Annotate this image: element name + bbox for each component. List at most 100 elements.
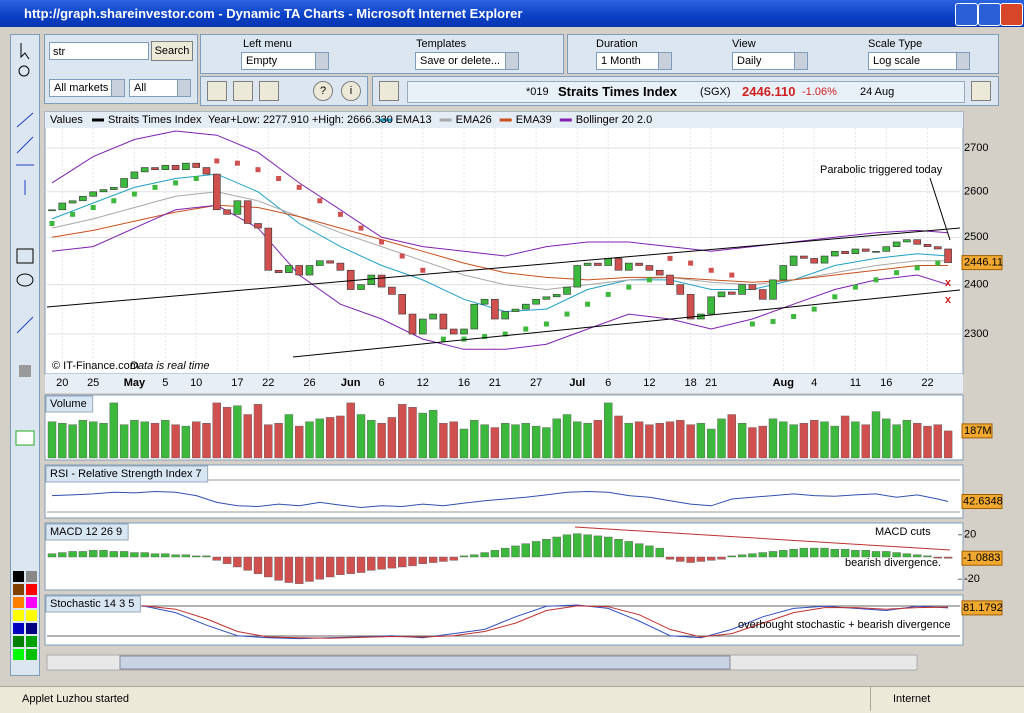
menu-select[interactable]: Empty [241,52,329,70]
help-button[interactable]: ? [313,81,333,101]
email-button[interactable] [259,81,279,101]
x-tick-label: 5 [162,377,168,389]
swatch[interactable] [26,610,37,621]
y-tick-label: 2500 [964,231,988,243]
market-select[interactable]: All markets [49,79,125,97]
swatch[interactable] [26,636,37,647]
next-chart-button[interactable] [971,81,991,101]
bar [562,414,572,459]
candle [388,286,396,295]
scroll-thumb[interactable] [119,655,731,670]
swatch[interactable] [13,597,24,608]
legend-label: EMA39 [516,114,552,126]
bar [202,555,211,558]
panel-title-box [45,595,141,613]
swatch[interactable] [26,649,37,660]
swatch[interactable] [13,636,24,647]
indicator-tool[interactable] [15,430,35,446]
candle [769,279,777,300]
swatch[interactable] [13,610,24,621]
menu-select[interactable]: Save or delete... [415,52,519,70]
sar-dot [420,267,426,273]
zoom-tool[interactable] [18,65,30,77]
bar [779,550,788,558]
candle [398,294,407,315]
menu-label: Templates [416,38,467,50]
channel-tool[interactable] [16,316,34,334]
text-tool[interactable] [16,248,34,264]
bar [47,553,57,558]
candle [120,178,128,188]
swatch[interactable] [13,584,24,595]
bar [737,423,747,459]
bar [892,424,901,459]
bar [150,553,160,558]
x-tick-label: 12 [643,377,655,389]
sar-dot [482,334,488,340]
bar [758,552,767,558]
menu-select[interactable]: Log scale [868,52,970,70]
bar [768,551,778,558]
candle [594,262,602,266]
line-tool[interactable] [16,136,34,154]
sar-dot [399,253,405,259]
x-tick-label: 25 [87,377,99,389]
candle [79,195,87,202]
candle [800,255,808,259]
candle [48,209,56,212]
delete-tool[interactable] [19,365,31,377]
line-tool[interactable] [16,112,34,128]
candle [58,202,67,211]
close-button[interactable] [1000,3,1023,26]
bar [552,536,561,558]
swatch[interactable] [13,649,24,660]
bar [676,420,685,459]
candle [882,246,891,252]
bar [871,551,881,558]
pointer-tool[interactable] [20,43,30,60]
menu-select[interactable]: Daily [732,52,808,70]
bar [799,423,809,459]
candle [357,284,365,290]
bar [686,556,695,563]
bar [325,417,335,459]
candle [491,298,499,320]
annotation: MACD cuts [875,526,931,538]
action-toolbar: ? i [200,76,368,106]
bar [346,556,355,574]
search-button[interactable]: Search [151,41,193,61]
bar [428,409,438,459]
swatch[interactable] [26,571,37,582]
swatch[interactable] [26,623,37,634]
minimize-button[interactable] [955,3,978,26]
candle [130,171,139,179]
swatch[interactable] [26,597,37,608]
menu-select[interactable]: 1 Month [596,52,672,70]
bar [696,423,706,459]
bar [150,423,160,459]
candle [604,258,613,266]
sector-select[interactable]: All [129,79,191,97]
indicator-line [51,605,949,639]
save-button[interactable] [207,81,227,101]
bar [634,421,644,459]
comment-tool[interactable] [16,273,34,287]
bar [521,543,530,558]
info-button[interactable]: i [341,81,361,101]
bar [501,423,510,459]
y-tick-label: 2700 [964,142,988,154]
x-tick-label: Jun [341,377,361,389]
candle [243,200,252,224]
sar-dot [729,272,735,278]
maximize-button[interactable] [978,3,1001,26]
candle [542,296,551,300]
prev-chart-button[interactable] [379,81,399,101]
candle [182,162,190,171]
print-button[interactable] [233,81,253,101]
swatch[interactable] [26,584,37,595]
search-input[interactable]: str [49,42,149,60]
swatch[interactable] [13,571,24,582]
swatch[interactable] [13,623,24,634]
bar [315,418,324,459]
